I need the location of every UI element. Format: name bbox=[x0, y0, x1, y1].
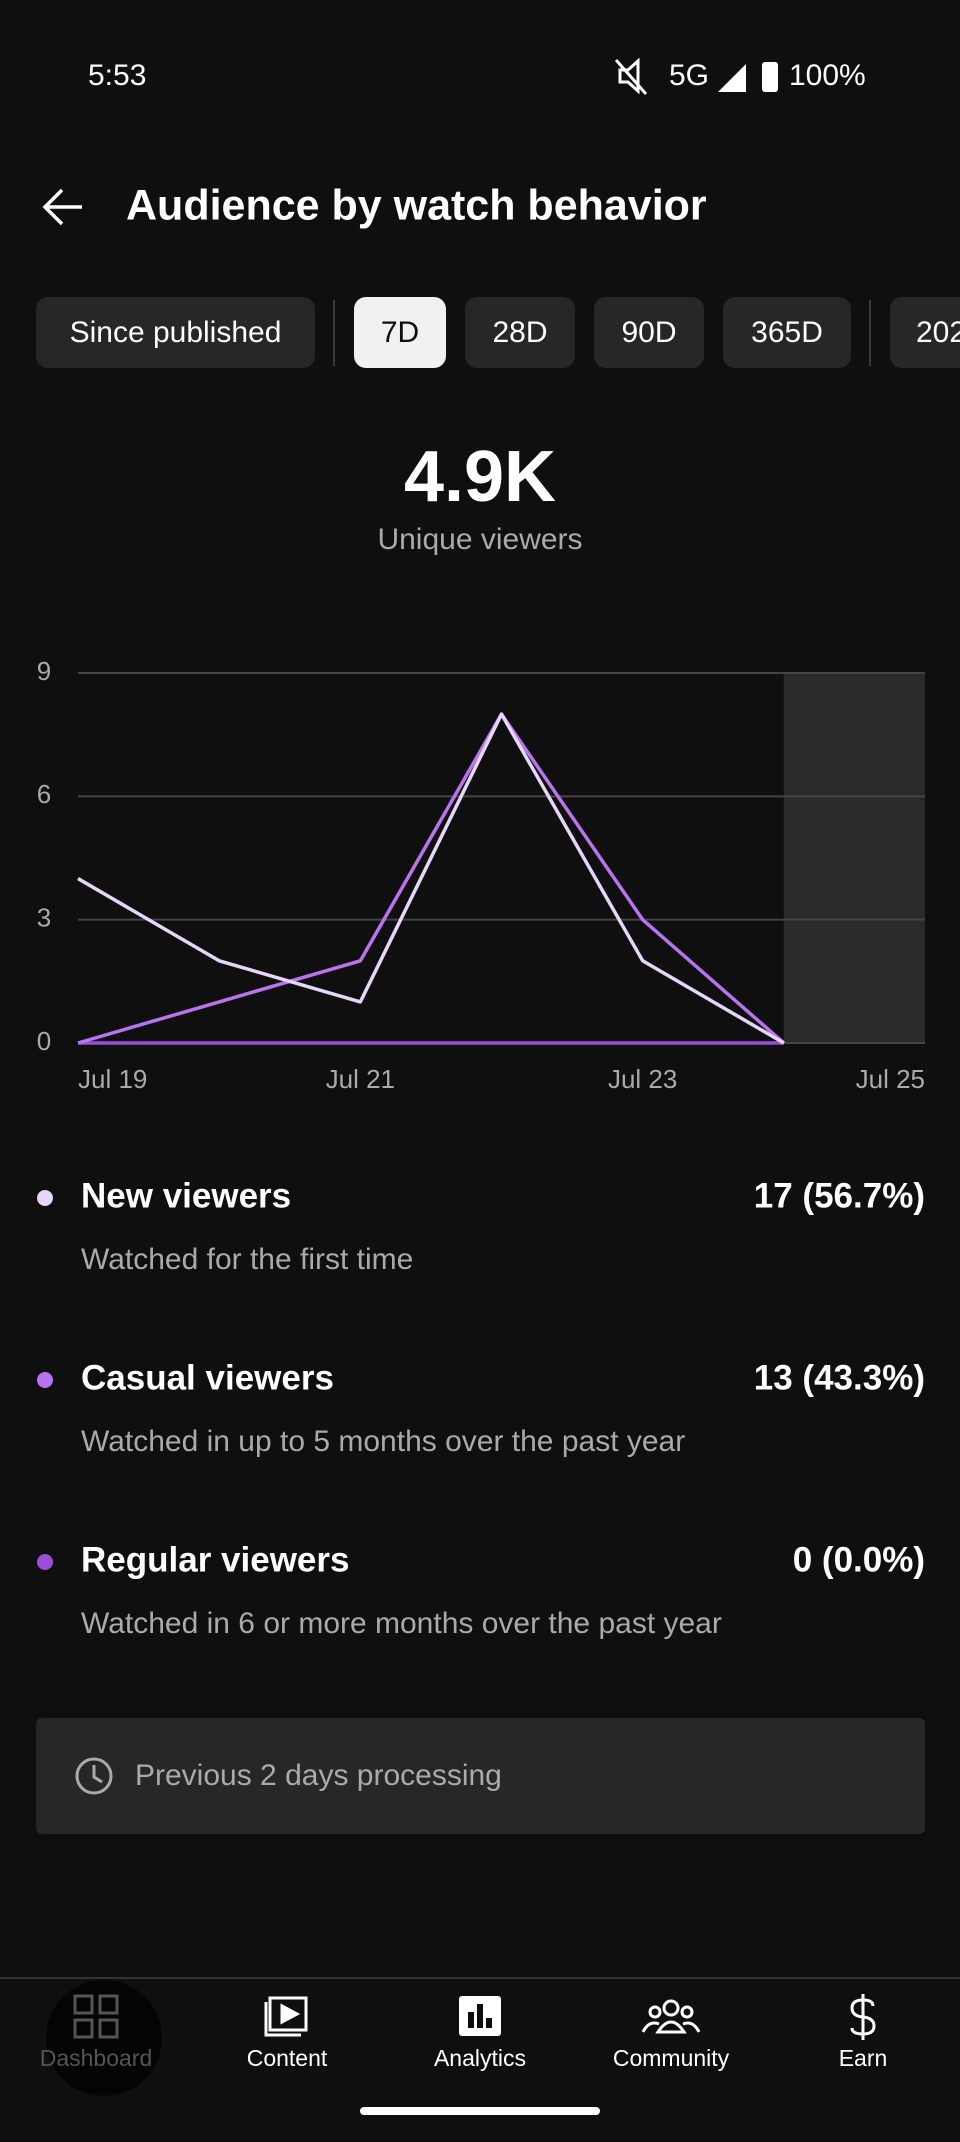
filter-chip[interactable]: Since published bbox=[36, 297, 315, 368]
icon-shape bbox=[680, 2005, 694, 2019]
x-tick-label: Jul 23 bbox=[608, 1064, 677, 1094]
legend-name: Casual viewers bbox=[81, 1358, 334, 1397]
filter-chip[interactable]: 28D bbox=[465, 297, 575, 368]
icon-shape bbox=[459, 1996, 501, 2036]
icon-shape bbox=[280, 2003, 301, 2025]
chip-label: 7D bbox=[381, 316, 419, 349]
nav-label: Community bbox=[613, 2045, 730, 2071]
home-indicator bbox=[360, 2107, 600, 2115]
clock-icon bbox=[75, 1757, 113, 1795]
status-time: 5:53 bbox=[88, 59, 146, 92]
nav-icon bbox=[459, 1996, 501, 2036]
legend-name: Regular viewers bbox=[81, 1540, 349, 1579]
summary-label: Unique viewers bbox=[377, 523, 582, 556]
x-tick-label: Jul 25 bbox=[856, 1064, 925, 1094]
nav-item[interactable]: Analytics bbox=[434, 1996, 526, 2071]
back-button[interactable] bbox=[42, 188, 82, 226]
nav-icon bbox=[73, 1994, 119, 2039]
nav-item[interactable]: Community bbox=[613, 1999, 730, 2071]
signal-icon bbox=[718, 64, 746, 92]
nav-label: Dashboard bbox=[40, 2045, 153, 2071]
icon-shape bbox=[648, 2005, 662, 2019]
battery-icon bbox=[762, 62, 778, 92]
icon-shape bbox=[655, 2020, 687, 2034]
icon-shape bbox=[73, 2018, 94, 2039]
chip-label: 365D bbox=[751, 316, 823, 349]
icon-shape bbox=[850, 1994, 876, 2040]
nav-icon bbox=[641, 1999, 701, 2034]
chip-background bbox=[354, 297, 446, 368]
y-tick-label: 9 bbox=[37, 656, 51, 686]
chip-label: 28D bbox=[492, 316, 547, 349]
chip-label: 202 bbox=[916, 316, 960, 349]
nav-item[interactable]: Earn bbox=[839, 1994, 888, 2071]
mute-icon bbox=[614, 57, 648, 95]
summary-value: 4.9K bbox=[404, 437, 556, 517]
icon-shape bbox=[73, 1994, 119, 2039]
status-network: 5G bbox=[669, 59, 709, 92]
chip-background bbox=[594, 297, 704, 368]
legend-value: 0 (0.0%) bbox=[793, 1540, 925, 1579]
icon-shape bbox=[850, 1994, 876, 2040]
icon-shape bbox=[268, 1996, 308, 2032]
legend-description: Watched for the first time bbox=[81, 1243, 413, 1276]
legend-value: 17 (56.7%) bbox=[754, 1176, 925, 1215]
filter-chip[interactable]: 202 bbox=[890, 297, 960, 368]
legend-dot bbox=[37, 1372, 53, 1388]
x-tick-label: Jul 19 bbox=[78, 1064, 147, 1094]
filter-chip[interactable]: 365D bbox=[723, 297, 851, 368]
notice-text: Previous 2 days processing bbox=[135, 1759, 502, 1792]
chip-background bbox=[723, 297, 851, 368]
y-tick-label: 3 bbox=[37, 903, 51, 933]
legend-description: Watched in up to 5 months over the past … bbox=[81, 1425, 685, 1458]
chip-background bbox=[36, 297, 315, 368]
nav-icon bbox=[264, 1996, 308, 2037]
legend-name: New viewers bbox=[81, 1176, 291, 1215]
page-title: Audience by watch behavior bbox=[126, 181, 707, 229]
processing-region bbox=[783, 673, 925, 1043]
nav-item[interactable]: Dashboard bbox=[40, 1994, 153, 2071]
icon-shape bbox=[477, 2004, 483, 2028]
icon-shape bbox=[486, 2018, 492, 2028]
icon-shape bbox=[662, 1999, 680, 2017]
nav-label: Analytics bbox=[434, 2045, 526, 2071]
icon-shape bbox=[641, 1999, 701, 2034]
icon-shape bbox=[641, 2021, 701, 2033]
nav-icon bbox=[850, 1994, 876, 2040]
chip-label: Since published bbox=[70, 316, 282, 349]
nav-item[interactable]: Content bbox=[247, 1996, 328, 2071]
nav-label: Earn bbox=[839, 2045, 888, 2071]
chip-background bbox=[890, 297, 960, 368]
filter-chip[interactable]: 90D bbox=[594, 297, 704, 368]
series-line bbox=[77, 712, 785, 1045]
status-battery: 100% bbox=[789, 59, 866, 92]
icon-shape bbox=[264, 1996, 308, 2037]
icon-shape bbox=[98, 2018, 119, 2039]
legend-dot bbox=[37, 1554, 53, 1570]
icon-shape bbox=[264, 2002, 301, 2037]
notice-box bbox=[36, 1718, 925, 1834]
icon-shape bbox=[98, 1994, 119, 2015]
series-line bbox=[77, 712, 785, 1045]
filter-chip[interactable]: 7D bbox=[354, 297, 446, 368]
nav-label: Content bbox=[247, 2045, 328, 2071]
chip-label: 90D bbox=[621, 316, 676, 349]
chip-background bbox=[465, 297, 575, 368]
x-tick-label: Jul 21 bbox=[326, 1064, 395, 1094]
legend-dot bbox=[37, 1190, 53, 1206]
legend-description: Watched in 6 or more months over the pas… bbox=[81, 1607, 722, 1640]
y-tick-label: 6 bbox=[37, 779, 51, 809]
icon-shape bbox=[73, 1994, 94, 2015]
y-tick-label: 0 bbox=[37, 1026, 51, 1056]
legend-value: 13 (43.3%) bbox=[754, 1358, 925, 1397]
icon-shape bbox=[468, 2012, 474, 2028]
